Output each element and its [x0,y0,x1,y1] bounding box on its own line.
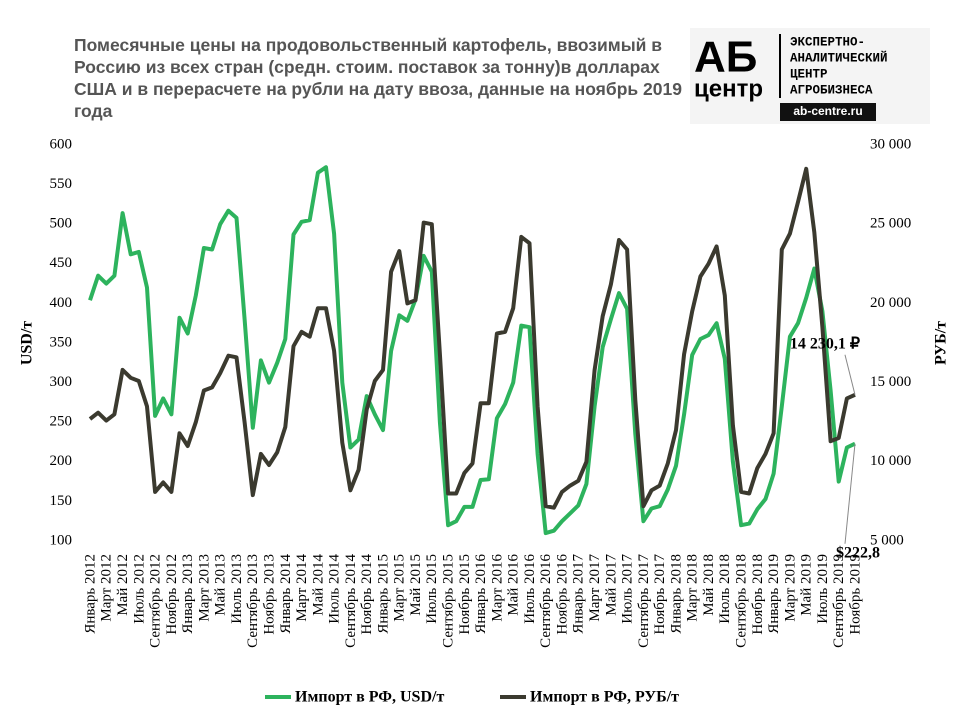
x-tick-label: Май 2019 [799,554,815,616]
y-tick-label: 200 [50,453,73,469]
x-tick-label: Июль 2018 [717,554,733,624]
chart-title: Помесячные цены на продовольственный кар… [74,35,682,121]
x-tick-label: Сентябрь 2014 [343,554,359,648]
x-tick-label: Январь 2013 [180,554,196,634]
x-tick-label: Ноябрь 2012 [164,554,180,635]
y-tick-label: 400 [50,295,73,311]
x-tick-label: Ноябрь 2013 [261,554,277,635]
x-tick-label: Январь 2016 [473,554,489,634]
y-tick-label: 250 [50,414,73,430]
x-tick-label: Январь 2015 [375,554,391,634]
legend-label: Импорт в РФ, РУБ/т [530,689,679,706]
value-label: $222,8 [836,544,880,561]
x-tick-label: Ноябрь 2015 [457,554,473,635]
x-tick-label: Сентябрь 2019 [831,554,847,648]
y2-axis-label: РУБ/т [933,321,950,365]
x-tick-label: Сентябрь 2015 [441,554,457,648]
x-tick-label: Март 2019 [782,554,798,622]
x-tick-label: Май 2012 [115,554,131,616]
x-tick-label: Март 2018 [685,554,701,622]
x-tick-label: Январь 2019 [766,554,782,634]
x-tick-label: Сентябрь 2018 [734,554,750,648]
logo-text: ЭКСПЕРТНО- [790,35,865,49]
x-tick-label: Ноябрь 2016 [554,554,570,635]
x-tick-label: Май 2017 [603,554,619,616]
x-tick-label: Июль 2012 [131,554,147,624]
x-tick-label: Январь 2018 [668,554,684,634]
x-tick-label: Январь 2017 [571,554,587,634]
x-tick-label: Сентябрь 2012 [148,554,164,648]
x-tick-label: Ноябрь 2014 [359,554,375,635]
logo-text: АГРОБИЗНЕСА [790,83,873,97]
y-tick-label: 500 [50,216,73,232]
x-tick-label: Март 2013 [196,554,212,622]
x-tick-label: Март 2017 [587,554,603,622]
x-tick-label: Январь 2012 [82,554,98,634]
y2-tick-label: 30 000 [870,136,911,152]
y2-tick-label: 15 000 [870,374,911,390]
x-tick-label: Июль 2015 [424,554,440,624]
x-tick-label: Сентябрь 2017 [636,554,652,648]
series-line [88,166,856,510]
x-tick-label: Сентябрь 2013 [245,554,261,648]
x-tick-label: Март 2014 [294,554,310,622]
x-tick-label: Июль 2013 [229,554,245,624]
legend-label: Импорт в РФ, USD/т [295,689,444,706]
x-tick-label: Ноябрь 2017 [652,554,668,635]
label-leader [844,443,856,544]
x-tick-label: Март 2016 [489,554,505,622]
y-tick-label: 150 [50,493,73,509]
y-tick-label: 100 [50,532,73,548]
y-tick-label: 350 [50,334,73,350]
y-axis-label: USD/т [19,321,36,365]
y-tick-label: 550 [50,176,73,192]
logo-text: АНАЛИТИЧЕСКИЙ [790,50,888,65]
y2-tick-label: 10 000 [870,453,911,469]
logo-mark-sub: центр [694,75,763,102]
x-tick-label: Июль 2014 [327,554,343,624]
x-tick-label: Май 2013 [213,554,229,616]
x-tick-label: Март 2012 [99,554,115,622]
x-tick-label: Май 2014 [310,554,326,616]
x-tick-label: Май 2018 [701,554,717,616]
logo-mark: АБ [694,33,757,82]
y2-tick-label: 5 000 [870,532,904,548]
logo-url-bg [780,103,876,121]
x-tick-label: Март 2015 [392,554,408,622]
x-tick-label: Ноябрь 2018 [750,554,766,635]
x-tick-label: Июль 2019 [815,554,831,624]
logo-text: ЦЕНТР [790,67,828,81]
y2-tick-label: 20 000 [870,295,911,311]
logo-url: ab-centre.ru [793,104,862,118]
y-tick-label: 300 [50,374,73,390]
x-tick-label: Ноябрь 2019 [847,554,863,635]
value-label: 14 230,1 ₽ [790,335,860,352]
y-tick-label: 600 [50,136,73,152]
x-tick-label: Июль 2016 [522,554,538,624]
x-tick-label: Май 2015 [408,554,424,616]
label-leader [844,354,856,395]
y2-tick-label: 25 000 [870,216,911,232]
series-line [88,165,856,536]
x-tick-label: Май 2016 [506,554,522,616]
x-tick-label: Июль 2017 [620,554,636,624]
y-tick-label: 450 [50,255,73,271]
x-tick-label: Сентябрь 2016 [538,554,554,648]
x-tick-label: Январь 2014 [278,554,294,634]
